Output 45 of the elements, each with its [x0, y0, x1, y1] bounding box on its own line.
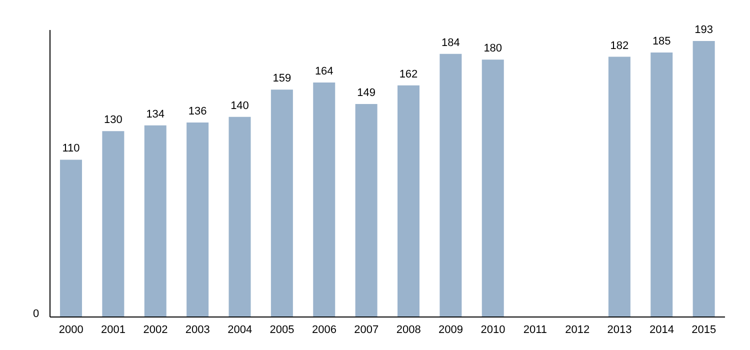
x-tick-label: 2000 [58, 324, 84, 336]
bar [440, 54, 462, 317]
x-tick-label: 2001 [101, 324, 126, 336]
data-label: 134 [146, 108, 165, 120]
bar [608, 56, 630, 317]
x-tick-label: 2008 [396, 324, 421, 336]
bar [228, 116, 251, 317]
x-tick-label: 2012 [565, 324, 590, 336]
data-label: 130 [104, 114, 122, 126]
x-tick-label: 2011 [523, 324, 547, 336]
x-tick-label: 2005 [270, 324, 294, 336]
x-tick-label: 2003 [185, 324, 210, 336]
bar [102, 131, 124, 317]
data-label: 180 [484, 42, 502, 55]
x-tick-label: 2010 [480, 324, 506, 336]
data-label: 159 [272, 72, 292, 85]
data-label: 110 [62, 142, 80, 155]
data-label: 140 [230, 100, 249, 112]
x-tick-label: 2004 [228, 324, 252, 336]
data-label: 184 [442, 36, 460, 49]
data-label: 164 [314, 66, 334, 78]
bar [313, 82, 336, 317]
x-tick-label: 2009 [438, 324, 464, 336]
bar [186, 122, 209, 317]
x-tick-label: 2006 [312, 324, 336, 336]
bar [270, 90, 293, 317]
data-label: 185 [652, 35, 671, 48]
x-tick-label: 2013 [607, 324, 632, 336]
x-tick-label: 2014 [649, 324, 674, 336]
x-tick-label: 2002 [143, 324, 168, 336]
bar [398, 85, 420, 317]
bar [482, 60, 504, 317]
data-label: 193 [694, 24, 713, 36]
x-tick-label: 2015 [692, 324, 716, 336]
data-label: 182 [610, 40, 629, 52]
bar [355, 104, 378, 317]
bar [692, 41, 715, 317]
data-label: 136 [188, 106, 207, 118]
text: 0 [33, 308, 40, 320]
data-label: 162 [399, 68, 418, 80]
bar [650, 52, 673, 317]
x-tick-label: 2007 [354, 324, 379, 336]
data-label: 149 [357, 86, 376, 99]
bar [60, 160, 82, 317]
bar [144, 125, 166, 317]
